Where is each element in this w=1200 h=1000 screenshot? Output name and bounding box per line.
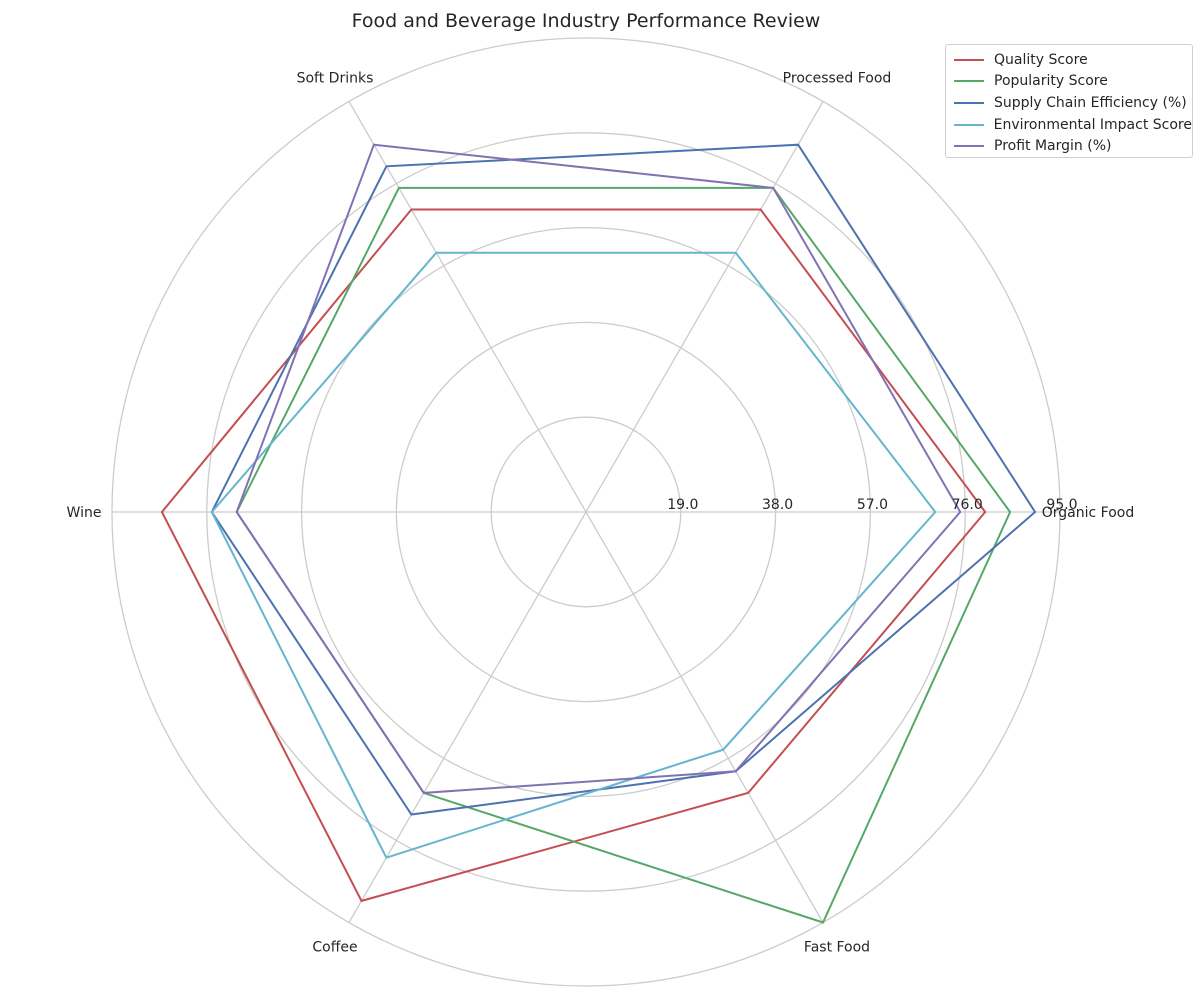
legend-item: Quality Score (946, 49, 1192, 71)
legend-item: Profit Margin (%) (946, 135, 1192, 157)
series-line (235, 186, 1012, 924)
legend-label: Popularity Score (994, 73, 1108, 90)
chart-title: Food and Beverage Industry Performance R… (351, 10, 821, 32)
radial-tick-label: 19.0 (667, 497, 698, 513)
legend-swatch (954, 145, 984, 148)
legend: Quality Score Popularity Score Supply Ch… (945, 44, 1193, 158)
legend-swatch (954, 101, 984, 104)
series-line (235, 143, 962, 794)
grid-spoke (348, 511, 587, 923)
radial-tick-label: 76.0 (952, 497, 983, 513)
series-line (160, 208, 987, 903)
radial-tick-label: 95.0 (1046, 497, 1077, 513)
legend-swatch (954, 80, 984, 83)
legend-label: Environmental Impact Score (993, 116, 1192, 133)
category-label: Fast Food (804, 940, 870, 956)
legend-label: Profit Margin (%) (994, 138, 1112, 155)
legend-label: Supply Chain Efficiency (%) (994, 94, 1187, 111)
legend-swatch (954, 123, 984, 126)
legend-swatch (954, 58, 984, 61)
radial-tick-label: 57.0 (857, 497, 888, 513)
grid-spoke (585, 101, 824, 513)
category-label: Soft Drinks (297, 70, 374, 86)
grid-spoke (348, 101, 587, 513)
category-label: Wine (67, 505, 102, 521)
legend-label: Quality Score (994, 51, 1088, 68)
category-label: Coffee (312, 940, 357, 956)
radial-tick-label: 38.0 (762, 497, 793, 513)
category-label: Processed Food (783, 70, 892, 86)
legend-item: Supply Chain Efficiency (%) (946, 92, 1192, 114)
grid-spoke (585, 511, 824, 923)
legend-item: Environmental Impact Score (946, 114, 1192, 136)
series-line (210, 251, 937, 859)
category-label: Organic Food (1042, 505, 1134, 521)
legend-item: Popularity Score (946, 71, 1192, 93)
